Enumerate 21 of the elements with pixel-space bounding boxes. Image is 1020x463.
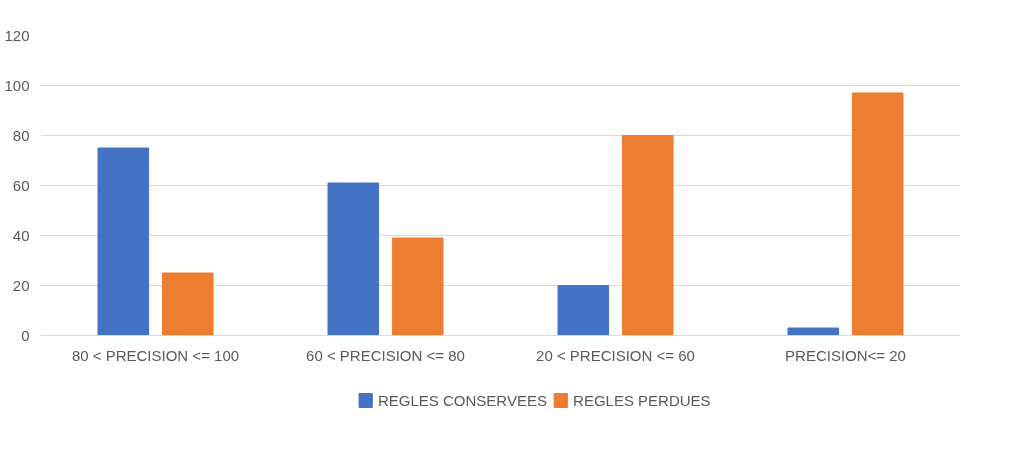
bar	[327, 182, 380, 336]
y-tick-label: 80	[12, 126, 30, 144]
y-tick-label: 60	[12, 176, 30, 194]
bar	[621, 135, 674, 336]
bar	[97, 147, 150, 336]
bar	[787, 327, 840, 336]
y-tick-label: 0	[21, 326, 30, 344]
x-tick-label: 20 < PRECISION <= 60	[536, 346, 695, 364]
bar	[391, 237, 444, 336]
x-tick-label: 80 < PRECISION <= 100	[71, 346, 240, 364]
bar	[161, 272, 214, 336]
y-tick-label: 20	[12, 276, 30, 294]
x-tick-label: 60 < PRECISION <= 80	[306, 346, 465, 364]
y-tick-label: 120	[4, 26, 30, 44]
x-tick-label: PRECISION<= 20	[785, 346, 906, 364]
bar	[557, 285, 610, 336]
legend-label: REGLES PERDUES	[573, 392, 711, 409]
bar	[851, 92, 904, 336]
y-tick-label: 40	[12, 226, 30, 244]
y-tick-label: 100	[4, 76, 30, 94]
legend-label: REGLES CONSERVEES	[377, 392, 547, 409]
